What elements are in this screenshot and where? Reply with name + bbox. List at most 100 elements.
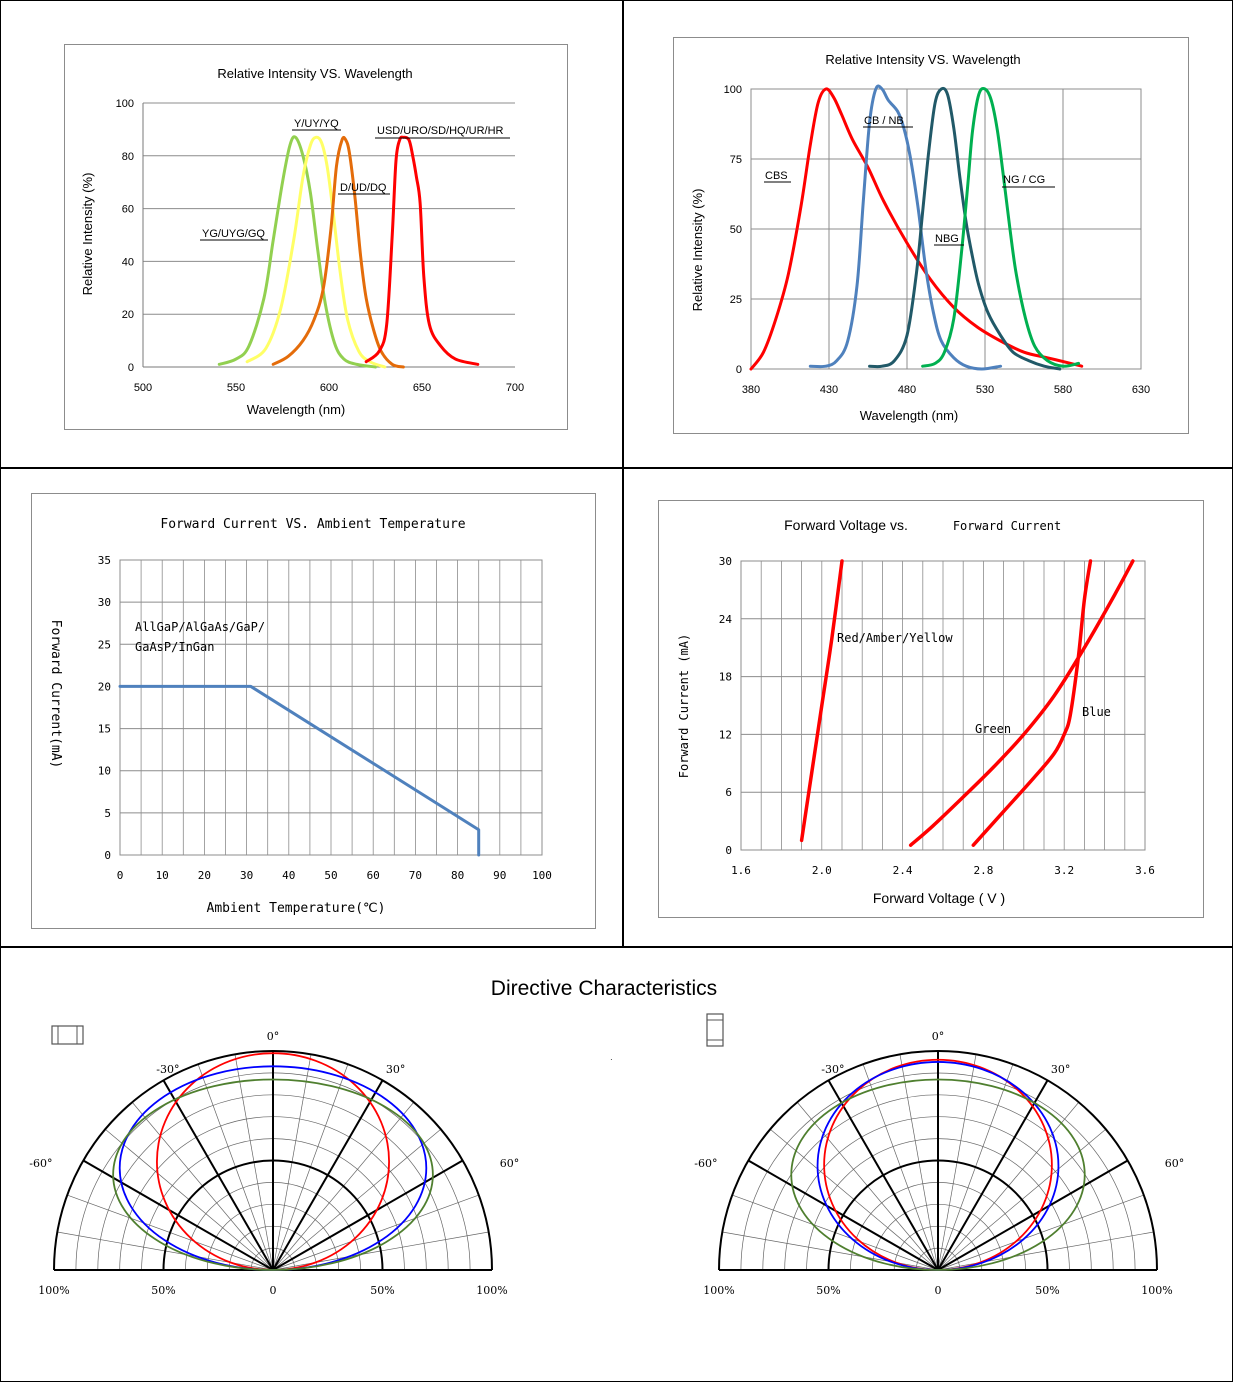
chart2-frame bbox=[673, 37, 1189, 434]
x-tick-label: 30 bbox=[240, 869, 253, 882]
polar-radial-label: 50% bbox=[1035, 1284, 1059, 1297]
x-tick-label: 10 bbox=[156, 869, 169, 882]
chart-current-temperature: Forward Current VS. Ambient Temperature … bbox=[48, 517, 552, 916]
chart1-annotation-usd: USD/URO/SD/HQ/UR/HR bbox=[377, 125, 504, 137]
polar-angle-label: 60° bbox=[500, 1157, 520, 1170]
polar-angle-label: 30° bbox=[1051, 1063, 1071, 1076]
polar-pattern-2 bbox=[112, 1078, 434, 1271]
chart-intensity-visible: Relative Intensity VS. Wavelength 0 20 40 6… bbox=[80, 66, 524, 417]
x-tick-label: 50 bbox=[324, 869, 337, 882]
chart4-series bbox=[799, 559, 1135, 847]
polar-radial-label: 100% bbox=[703, 1284, 734, 1297]
y-tick-label: 80 bbox=[122, 151, 134, 163]
chart1-series bbox=[217, 135, 480, 369]
x-tick-label: 530 bbox=[976, 384, 994, 396]
series-line-2 bbox=[271, 135, 405, 369]
y-tick-label: 75 bbox=[730, 154, 742, 166]
series-line-0 bbox=[749, 87, 1084, 371]
chart2-gridlines bbox=[750, 88, 1142, 370]
polar-radial-label: 100% bbox=[1141, 1284, 1172, 1297]
chart4-annotation-green: Green bbox=[975, 722, 1011, 736]
chart4-annotation-blue: Blue bbox=[1082, 705, 1111, 719]
polar-radial-label: 50% bbox=[151, 1284, 175, 1297]
series-line-3 bbox=[364, 135, 480, 366]
polar-pattern-2 bbox=[790, 1078, 1086, 1271]
horizontal-package-icon bbox=[51, 1025, 84, 1045]
series-line-1 bbox=[908, 559, 1135, 847]
cell-mid-left bbox=[0, 467, 624, 948]
chart1-title: Relative Intensity VS. Wavelength bbox=[217, 66, 412, 81]
chart4-title: Forward Voltage vs. bbox=[784, 517, 908, 533]
chart1-x-ticks: 500 550 600 650 700 bbox=[134, 382, 524, 394]
chart4-y-ticks: 0 6 12 18 24 30 bbox=[719, 555, 733, 857]
x-tick-label: 430 bbox=[820, 384, 838, 396]
y-tick-label: 12 bbox=[719, 728, 732, 741]
y-tick-label: 24 bbox=[719, 613, 733, 626]
chart4-frame bbox=[658, 500, 1204, 918]
chart3-xlabel: Ambient Temperature(℃) bbox=[207, 901, 386, 916]
polar-angle-label: -30° bbox=[156, 1063, 179, 1076]
x-tick-label: 630 bbox=[1132, 384, 1150, 396]
chart1-gridlines bbox=[142, 102, 515, 368]
polar-panel-right: -60° -30° 0° 30° 60° 100% 50% 0 50% 100% bbox=[694, 1030, 1184, 1297]
x-tick-label: 20 bbox=[198, 869, 211, 882]
y-tick-label: 100 bbox=[724, 84, 742, 96]
x-tick-label: 480 bbox=[898, 384, 916, 396]
x-tick-label: 1.6 bbox=[731, 864, 751, 877]
series-line-0 bbox=[217, 135, 377, 369]
x-tick-label: 380 bbox=[742, 384, 760, 396]
y-tick-label: 100 bbox=[116, 98, 134, 110]
y-tick-label: 0 bbox=[725, 844, 732, 857]
y-tick-label: 0 bbox=[128, 362, 134, 374]
chart2-annotation-ng: NG / CG bbox=[1003, 174, 1045, 186]
y-tick-label: 50 bbox=[730, 224, 742, 236]
x-tick-label: 600 bbox=[320, 382, 338, 394]
polar-radial-label: 50% bbox=[816, 1284, 840, 1297]
chart1-ylabel: Relative Intensity (%) bbox=[80, 173, 95, 296]
polar-panel-left: -60° -30° 0° 30° 60° 100% 50% 0 50% 100% bbox=[29, 1030, 519, 1297]
chart3-annotation-line1: AllGaP/AlGaAs/GaP/ bbox=[135, 620, 265, 634]
series-line-3 bbox=[921, 86, 1081, 368]
y-tick-label: 25 bbox=[730, 294, 742, 306]
y-tick-label: 15 bbox=[98, 723, 111, 736]
chart2-annotation-cbs: CBS bbox=[765, 170, 788, 182]
y-tick-label: 10 bbox=[98, 765, 111, 778]
series-line-0 bbox=[118, 684, 481, 857]
y-tick-label: 30 bbox=[98, 596, 111, 609]
polar-major-ring bbox=[53, 1050, 493, 1271]
polar-radial-label: 100% bbox=[38, 1284, 69, 1297]
plot-area-border bbox=[119, 559, 543, 856]
chart3-series bbox=[118, 684, 481, 857]
y-tick-label: 40 bbox=[122, 256, 134, 268]
polar-angle-label: 60° bbox=[1165, 1157, 1185, 1170]
x-tick-label: 650 bbox=[413, 382, 431, 394]
chart1-y-ticks: 0 20 40 60 80 100 bbox=[116, 98, 134, 374]
polar-radial-label: 0 bbox=[935, 1284, 942, 1297]
series-line-1 bbox=[808, 84, 1003, 371]
y-tick-label: 25 bbox=[98, 638, 111, 651]
y-tick-label: 30 bbox=[719, 555, 732, 568]
polar-radial-label: 50% bbox=[370, 1284, 394, 1297]
y-tick-label: 0 bbox=[104, 849, 111, 862]
polar-angle-label: 0° bbox=[267, 1030, 280, 1043]
chart4-title-suffix: Forward Current bbox=[953, 519, 1061, 533]
chart2-title: Relative Intensity VS. Wavelength bbox=[825, 52, 1020, 67]
x-tick-label: 80 bbox=[451, 869, 464, 882]
chart4-xlabel: Forward Voltage ( V ) bbox=[873, 890, 1005, 906]
x-tick-label: 2.0 bbox=[812, 864, 832, 877]
chart1-xlabel: Wavelength (nm) bbox=[247, 402, 346, 417]
chart4-ylabel: Forward Current (mA) bbox=[677, 634, 691, 779]
x-tick-label: 580 bbox=[1054, 384, 1072, 396]
x-tick-label: 3.2 bbox=[1054, 864, 1074, 877]
series-line-0 bbox=[799, 559, 844, 843]
directive-title: Directive Characteristics bbox=[491, 977, 717, 1000]
x-tick-label: 700 bbox=[506, 382, 524, 394]
chart-directive-characteristics: Directive Characteristics · -60° -30° 0° 30… bbox=[29, 977, 1184, 1297]
chart2-x-ticks: 380 430 480 530 580 630 bbox=[742, 384, 1150, 396]
x-tick-label: 2.8 bbox=[973, 864, 993, 877]
y-tick-label: 60 bbox=[122, 204, 134, 216]
vertical-package-icon bbox=[706, 1013, 724, 1047]
polar-radial-label: 0 bbox=[270, 1284, 277, 1297]
chart-voltage-current: Forward Voltage vs. Forward Current 0 6 12… bbox=[677, 517, 1155, 906]
